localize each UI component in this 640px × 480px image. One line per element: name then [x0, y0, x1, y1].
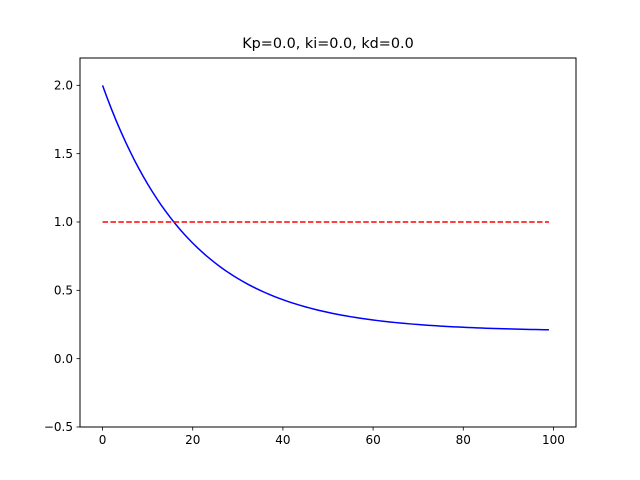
chart-title: Kp=0.0, ki=0.0, kd=0.0	[242, 36, 414, 52]
y-tick-label: 0.0	[54, 352, 73, 366]
y-tick-label: −0.5	[44, 420, 73, 434]
plot-area	[101, 85, 549, 331]
x-tick-label: 80	[456, 433, 471, 447]
axes-frame	[79, 57, 577, 428]
y-tick-label: 0.5	[54, 284, 73, 298]
y-tick-label: 1.5	[54, 147, 73, 161]
response-line	[101, 85, 549, 331]
x-tick-label: 100	[542, 433, 565, 447]
x-tick-label: 20	[185, 433, 200, 447]
y-tick-label: 1.0	[54, 215, 73, 229]
x-tick-label: 60	[365, 433, 380, 447]
y-tick-label: 2.0	[54, 79, 73, 93]
x-tick-label: 0	[99, 433, 107, 447]
x-tick-label: 40	[275, 433, 290, 447]
y-axis: −0.5 0.0 0.5 1.0 1.5 2.0	[44, 79, 80, 434]
x-axis: 0 20 40 60 80 100	[99, 427, 565, 447]
